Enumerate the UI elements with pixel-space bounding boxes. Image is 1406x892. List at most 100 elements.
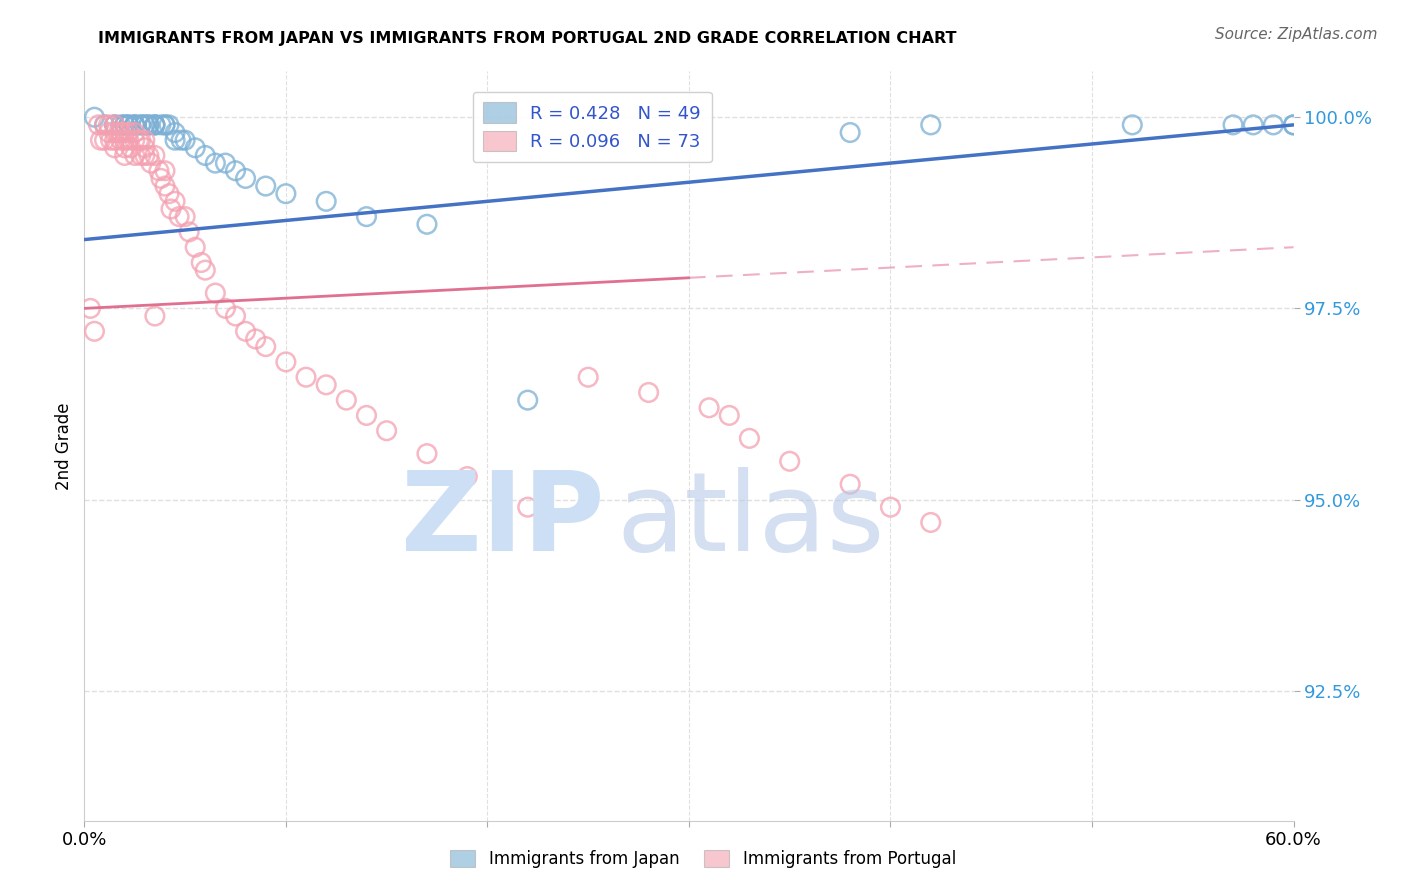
Point: [143, 309, 166, 323]
Point: [157, 118, 180, 132]
Point: [235, 171, 257, 186]
Point: [235, 324, 257, 338]
Point: [93, 118, 115, 132]
Point: [114, 118, 136, 132]
Text: atlas: atlas: [616, 467, 884, 574]
Point: [516, 500, 538, 515]
Point: [129, 118, 152, 132]
Point: [87, 118, 110, 132]
Point: [190, 255, 212, 269]
Point: [416, 447, 439, 461]
Point: [129, 133, 152, 147]
Point: [118, 133, 141, 147]
Point: [134, 133, 156, 147]
Point: [165, 194, 187, 209]
Point: [134, 118, 156, 132]
Point: [697, 401, 720, 415]
Point: [375, 424, 398, 438]
Point: [93, 118, 115, 132]
Point: [114, 141, 136, 155]
Text: ZIP: ZIP: [401, 467, 605, 574]
Point: [920, 516, 942, 530]
Point: [576, 370, 599, 384]
Point: [110, 133, 132, 147]
Point: [245, 332, 267, 346]
Point: [97, 118, 120, 132]
Point: [879, 500, 901, 515]
Point: [124, 118, 146, 132]
Point: [637, 385, 659, 400]
Point: [138, 118, 160, 132]
Point: [204, 286, 226, 301]
Point: [153, 118, 176, 132]
Point: [138, 148, 160, 162]
Point: [920, 118, 942, 132]
Point: [148, 163, 170, 178]
Point: [134, 141, 156, 155]
Point: [138, 118, 160, 132]
Point: [174, 210, 197, 224]
Point: [104, 126, 127, 140]
Point: [124, 118, 146, 132]
Point: [165, 133, 187, 147]
Point: [167, 210, 190, 224]
Point: [274, 355, 297, 369]
Point: [315, 377, 337, 392]
Point: [129, 118, 152, 132]
Point: [104, 118, 127, 132]
Point: [129, 148, 152, 162]
Point: [254, 179, 277, 194]
Point: [104, 118, 127, 132]
Point: [1241, 118, 1264, 132]
Text: Source: ZipAtlas.com: Source: ZipAtlas.com: [1215, 27, 1378, 42]
Point: [89, 133, 111, 147]
Point: [114, 148, 136, 162]
Point: [139, 156, 162, 170]
Point: [165, 126, 187, 140]
Point: [134, 148, 156, 162]
Point: [194, 148, 217, 162]
Point: [295, 370, 318, 384]
Point: [83, 324, 105, 338]
Point: [149, 171, 172, 186]
Point: [124, 133, 146, 147]
Legend: R = 0.428   N = 49, R = 0.096   N = 73: R = 0.428 N = 49, R = 0.096 N = 73: [472, 92, 711, 162]
Point: [143, 118, 166, 132]
Point: [104, 141, 127, 155]
Point: [335, 393, 357, 408]
Point: [214, 156, 236, 170]
Point: [128, 133, 150, 147]
Point: [118, 126, 141, 140]
Point: [153, 179, 176, 194]
Point: [738, 431, 761, 445]
Point: [356, 210, 378, 224]
Point: [315, 194, 337, 209]
Point: [179, 225, 201, 239]
Point: [83, 110, 105, 124]
Point: [149, 118, 172, 132]
Point: [214, 301, 236, 316]
Point: [143, 118, 166, 132]
Point: [170, 133, 193, 147]
Point: [194, 263, 217, 277]
Legend: Immigrants from Japan, Immigrants from Portugal: Immigrants from Japan, Immigrants from P…: [443, 843, 963, 875]
Point: [225, 163, 247, 178]
Point: [274, 186, 297, 201]
Point: [416, 217, 439, 231]
Point: [254, 340, 277, 354]
Point: [143, 148, 166, 162]
Point: [184, 141, 207, 155]
Point: [356, 409, 378, 423]
Point: [143, 118, 166, 132]
Point: [104, 118, 127, 132]
Point: [79, 301, 101, 316]
Point: [107, 126, 129, 140]
Point: [516, 393, 538, 408]
Point: [110, 126, 132, 140]
Point: [839, 477, 862, 491]
Point: [97, 126, 120, 140]
Point: [118, 118, 141, 132]
Point: [456, 469, 478, 483]
Point: [114, 126, 136, 140]
Point: [153, 163, 176, 178]
